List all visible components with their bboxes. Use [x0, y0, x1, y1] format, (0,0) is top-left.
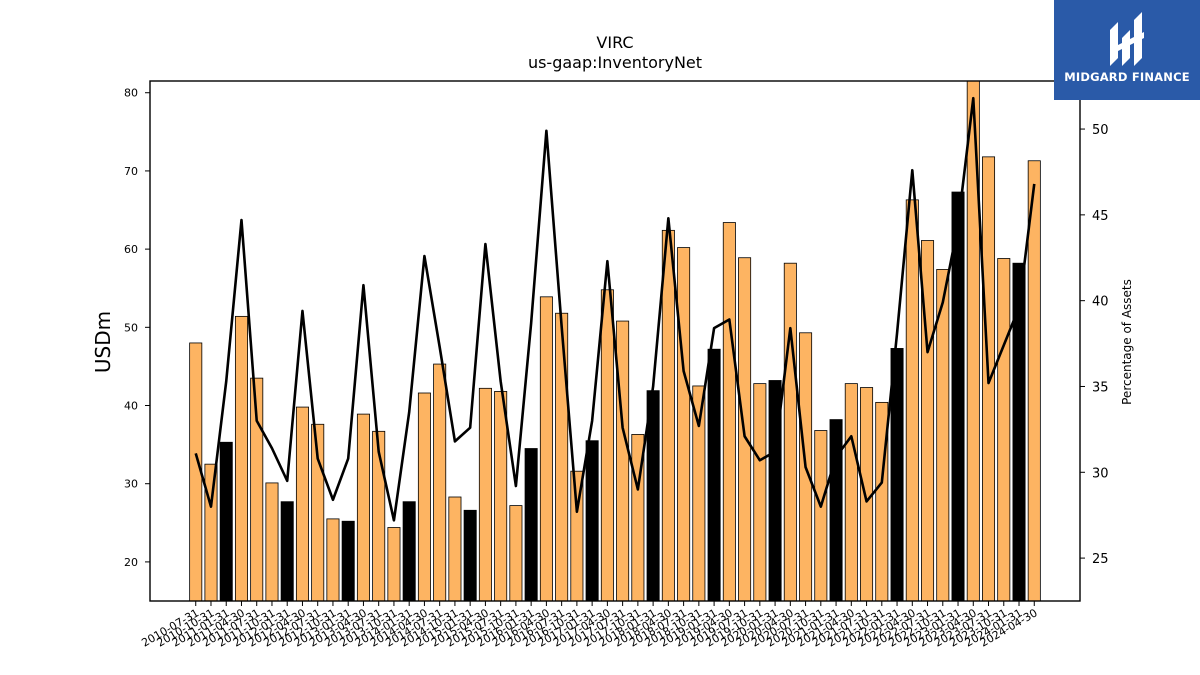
logo-text: MIDGARD FINANCE: [1064, 70, 1190, 84]
y-tick-label: 40: [124, 400, 138, 413]
bar: [661, 229, 675, 602]
y2-tick-label: 40: [1092, 295, 1109, 310]
bar: [265, 482, 279, 602]
y2-tick-label: 50: [1092, 123, 1109, 138]
y-tick-label: 20: [124, 556, 138, 569]
midgard-logo-icon: [1110, 12, 1144, 66]
brand-logo: MIDGARD FINANCE: [1054, 0, 1200, 100]
bar: [616, 320, 630, 602]
bar: [433, 363, 447, 602]
bar: [219, 441, 233, 602]
bar: [295, 406, 309, 602]
y2-tick-label: 25: [1092, 552, 1109, 567]
bar: [387, 527, 401, 602]
bar: [555, 312, 569, 602]
bar: [722, 222, 736, 602]
bar: [829, 419, 843, 602]
bar: [494, 391, 508, 602]
bar: [234, 315, 248, 602]
y-tick-label: 30: [124, 478, 138, 491]
bar: [844, 383, 858, 602]
bar: [707, 348, 721, 602]
bar: [524, 448, 538, 602]
y-tick-label: 80: [124, 87, 138, 100]
bar: [585, 440, 599, 602]
bar: [204, 463, 218, 602]
bar: [1012, 262, 1026, 602]
bar: [280, 501, 294, 602]
bar: [463, 509, 477, 602]
y2-tick-label: 30: [1092, 466, 1109, 481]
bar: [600, 289, 614, 602]
bar: [814, 430, 828, 602]
axes: 203040506070802530354045502010-07-312010…: [124, 80, 1109, 650]
chart-title: VIRC: [596, 33, 633, 52]
bar: [997, 258, 1011, 602]
bar: [326, 518, 340, 602]
bar: [905, 199, 919, 602]
y2-axis-label: Percentage of Assets: [1120, 279, 1134, 405]
y2-tick-label: 45: [1092, 209, 1109, 224]
chart-subtitle: us-gaap:InventoryNet: [528, 53, 702, 72]
bar: [417, 392, 431, 602]
bar: [539, 296, 553, 602]
bar: [783, 262, 797, 602]
y-tick-label: 70: [124, 165, 138, 178]
line-series: [194, 96, 1036, 522]
bar: [753, 383, 767, 602]
y2-tick-label: 35: [1092, 380, 1109, 395]
y-axis-label: USDm: [91, 311, 115, 373]
bar: [356, 413, 370, 602]
y-tick-label: 50: [124, 321, 138, 334]
bar: [478, 387, 492, 602]
bar: [509, 505, 523, 602]
line-path: [194, 96, 1036, 522]
bar: [448, 496, 462, 602]
plot-frame: [149, 80, 1081, 602]
bar: [402, 501, 416, 602]
y-tick-label: 60: [124, 243, 138, 256]
bar: [677, 247, 691, 602]
bar: [341, 520, 355, 602]
